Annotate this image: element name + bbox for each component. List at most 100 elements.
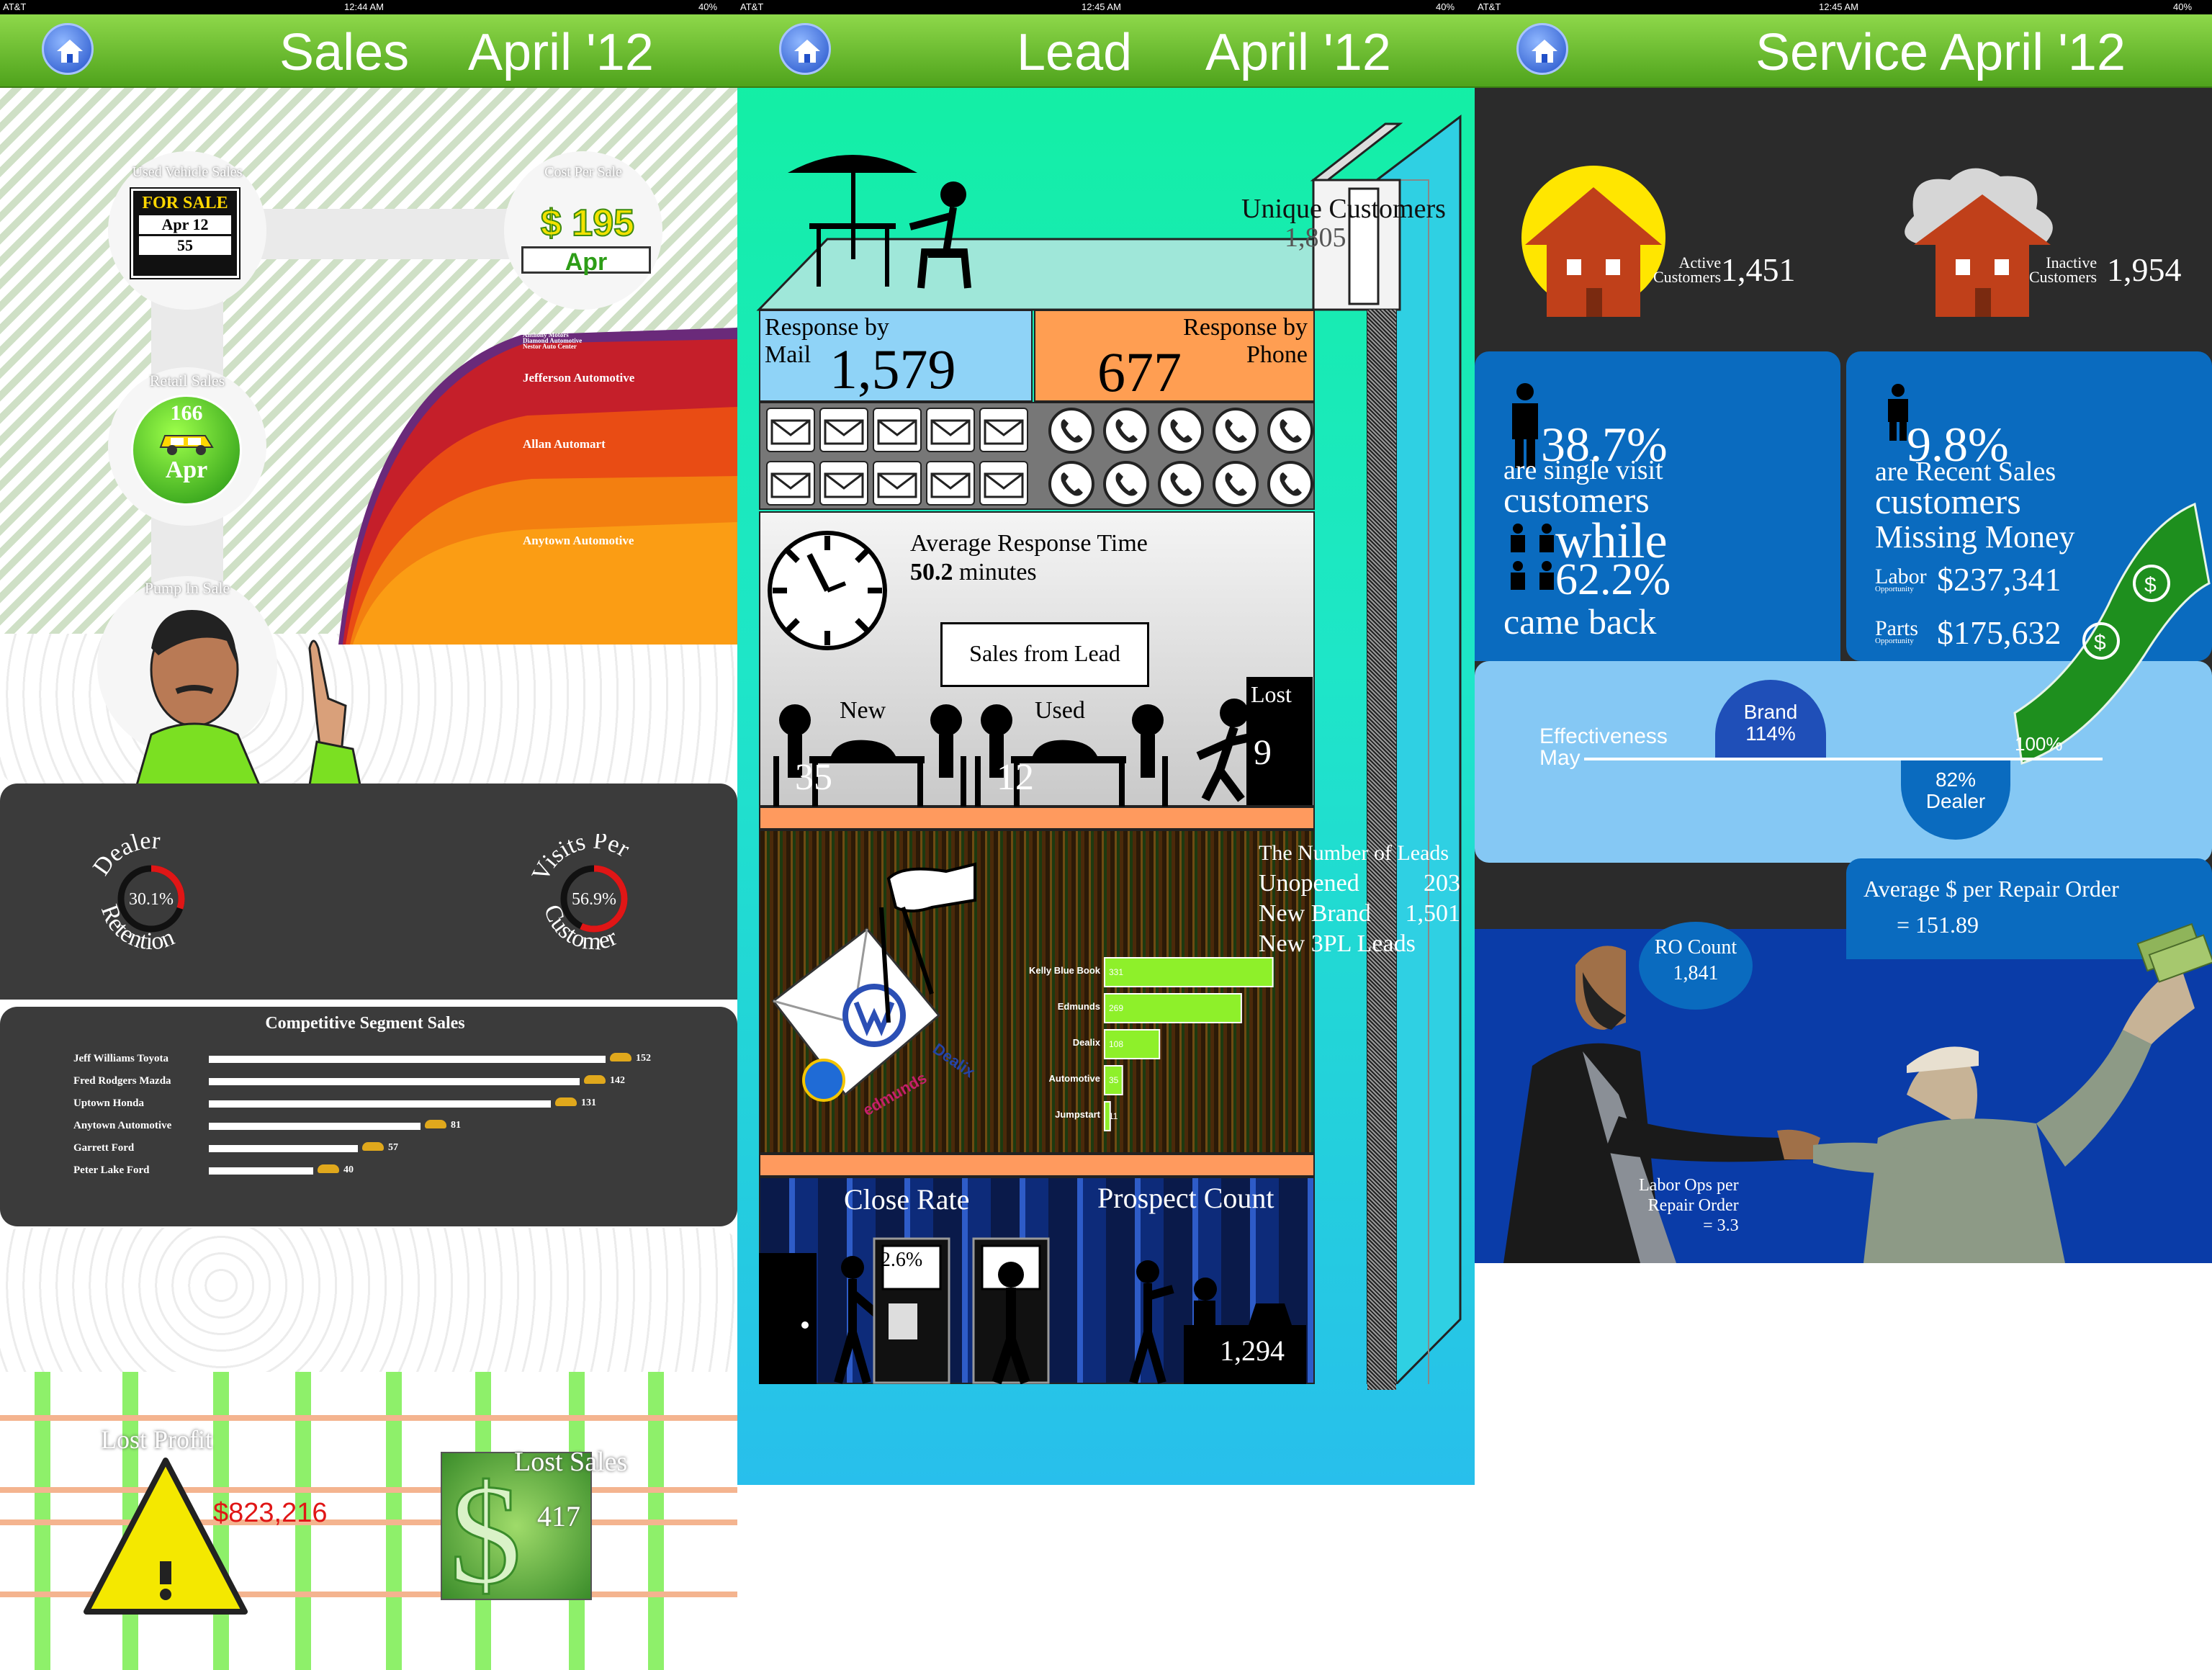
- active-label-line: Active: [1678, 253, 1722, 271]
- wave-label: Jefferson Automotive: [523, 371, 635, 385]
- mail-icon: [926, 408, 975, 452]
- phone-response-label: Response by Phone: [1183, 314, 1308, 369]
- lead-chart-category: Dealix: [1073, 1037, 1101, 1048]
- home-button[interactable]: [779, 23, 831, 75]
- lead-chart-category: Automotive: [1049, 1073, 1101, 1084]
- phone-icon: [1158, 408, 1204, 454]
- car-icon: [362, 1142, 384, 1151]
- competitive-name: Fred Rodgers Mazda: [73, 1075, 171, 1087]
- labor-label: Labor Opportunity: [1875, 566, 1927, 594]
- competitive-row: Garrett Ford 57: [0, 1139, 737, 1159]
- mail-icon: [873, 461, 922, 506]
- ro-count-text: RO Count 1,841: [1639, 935, 1753, 987]
- lead-chart-value: 108: [1109, 1039, 1123, 1049]
- svg-text:edmunds: edmunds: [860, 1069, 930, 1120]
- lead-chart-value: 35: [1109, 1075, 1119, 1085]
- dollar-icon: $: [449, 1460, 523, 1597]
- used-sales-value: 55: [139, 236, 231, 255]
- car-icon: [584, 1075, 606, 1084]
- wave-small-label: Nestor Auto Center: [523, 343, 577, 350]
- lost-value: 9: [1254, 732, 1272, 772]
- mail-response-label: Response by Mail: [765, 314, 889, 369]
- prospect-count-value: 1,294: [1220, 1334, 1285, 1367]
- envelope-scissors-illustration: edmunds Dealix: [771, 862, 979, 1120]
- battery-text: 40%: [698, 1, 718, 12]
- prospect-count-label: Prospect Count: [1097, 1182, 1274, 1214]
- parts-value: $175,632: [1937, 614, 2062, 651]
- lead-chart-value: 331: [1109, 967, 1123, 977]
- leads-title: The Number of Leads: [1259, 841, 1449, 865]
- brand-label: Brand: [1743, 701, 1798, 723]
- retail-sales-badge: 166 Apr: [131, 395, 242, 506]
- mail-response-box: Response by Mail 1,579: [759, 310, 1033, 402]
- people-pair-icon: [1511, 524, 1554, 590]
- lead-chart-category: Jumpstart: [1055, 1109, 1101, 1120]
- may-text: May: [1539, 746, 1581, 770]
- inactive-house-icon: [1905, 168, 2053, 317]
- grid-line: [0, 1415, 737, 1421]
- doodle-bg: [0, 1228, 737, 1372]
- competitive-value: 131: [581, 1097, 596, 1108]
- avg-response-unit: minutes: [959, 559, 1037, 585]
- phone-label-line: Response by: [1183, 314, 1308, 341]
- competitive-name: Anytown Automotive: [73, 1120, 172, 1131]
- status-bar: AT&T 12:44 AM 40%: [0, 0, 737, 14]
- competitive-bar: [209, 1056, 606, 1063]
- wave-small-labels: Anthony Motors Diamond Automotive Nestor…: [523, 332, 582, 350]
- car-icon: [555, 1097, 577, 1106]
- cost-per-sale-circle: [504, 151, 662, 310]
- dealer-value: 82%: [1935, 768, 1977, 791]
- dealer-retention-top: Dealer: [88, 834, 161, 880]
- phone-icon: [1103, 461, 1149, 507]
- single-visit-line: customers: [1503, 480, 1650, 520]
- phone-icon: [1213, 461, 1259, 507]
- svg-text:$: $: [2144, 573, 2157, 597]
- status-bar: AT&T 12:45 AM 40%: [1475, 0, 2212, 14]
- person-icon: [1512, 383, 1538, 468]
- used-sales-label: Used Vehicle Sales: [132, 164, 243, 180]
- car-icon: [318, 1164, 339, 1173]
- competitive-bar: [209, 1167, 313, 1175]
- car-icon: [159, 435, 214, 455]
- inactive-customers-value: 1,954: [2107, 251, 2182, 288]
- new-value: 35: [795, 757, 832, 798]
- leads-row: Unopened 203: [1259, 868, 1460, 899]
- grid-line: [0, 1519, 737, 1525]
- clock-text: 12:45 AM: [1819, 1, 1858, 12]
- lead-panel: AT&T 12:45 AM 40% Lead April '12 Unique …: [737, 0, 1475, 1670]
- effectiveness-label: Effectiveness May: [1539, 726, 1668, 769]
- missing-money-text: Missing Money: [1875, 519, 2075, 555]
- single-visit-line: are single visit: [1503, 455, 1663, 485]
- grid-line: [0, 1487, 737, 1493]
- home-button[interactable]: [42, 23, 94, 75]
- effectiveness-axis: [1584, 758, 2103, 760]
- competitive-name: Uptown Honda: [73, 1097, 144, 1109]
- carrier-text: AT&T: [1478, 1, 1501, 12]
- single-visit-percent: 38.7%: [1541, 417, 1668, 472]
- bottom-blank: [737, 1485, 1475, 1670]
- status-bar: AT&T 12:45 AM 40%: [737, 0, 1475, 14]
- leads-row-label: New 3PL Leads: [1259, 930, 1416, 957]
- for-sale-sign: FOR SALE Apr 12 55: [130, 187, 240, 279]
- avg-ro-label: Average $ per Repair Order: [1863, 876, 2119, 902]
- lead-chart-bar: [1104, 993, 1242, 1023]
- visits-per-customer-gauge: Visits Per Customer 56.9%: [529, 834, 634, 956]
- phone-response-value: 677: [1097, 341, 1182, 403]
- recent-sales-line: are Recent Sales: [1875, 457, 2056, 487]
- mail-icon: [926, 461, 975, 506]
- mail-icon: [873, 408, 922, 452]
- recent-sales-text: are Recent Sales customers: [1875, 457, 2056, 519]
- phone-response-box: Response by Phone 677: [1034, 310, 1315, 403]
- labor-ops-text: Labor Ops per Repair Order = 3.3: [1639, 1175, 1739, 1236]
- wave-label: Anytown Automotive: [523, 534, 634, 547]
- dealer-retention-value: 30.1%: [129, 890, 174, 909]
- leads-row: New 3PL Leads: [1259, 929, 1460, 959]
- phone-icon: [1267, 408, 1313, 454]
- page-period: April '12: [468, 24, 654, 81]
- money-bill-icon: $ $: [2013, 502, 2211, 765]
- competitive-bar: [209, 1123, 421, 1130]
- cost-per-sale-value: $ 195: [540, 202, 635, 245]
- home-button[interactable]: [1516, 23, 1568, 75]
- dealer-retention-gauge: Dealer Retention 30.1%: [88, 834, 185, 955]
- close-rate-value: 2.6%: [880, 1249, 923, 1271]
